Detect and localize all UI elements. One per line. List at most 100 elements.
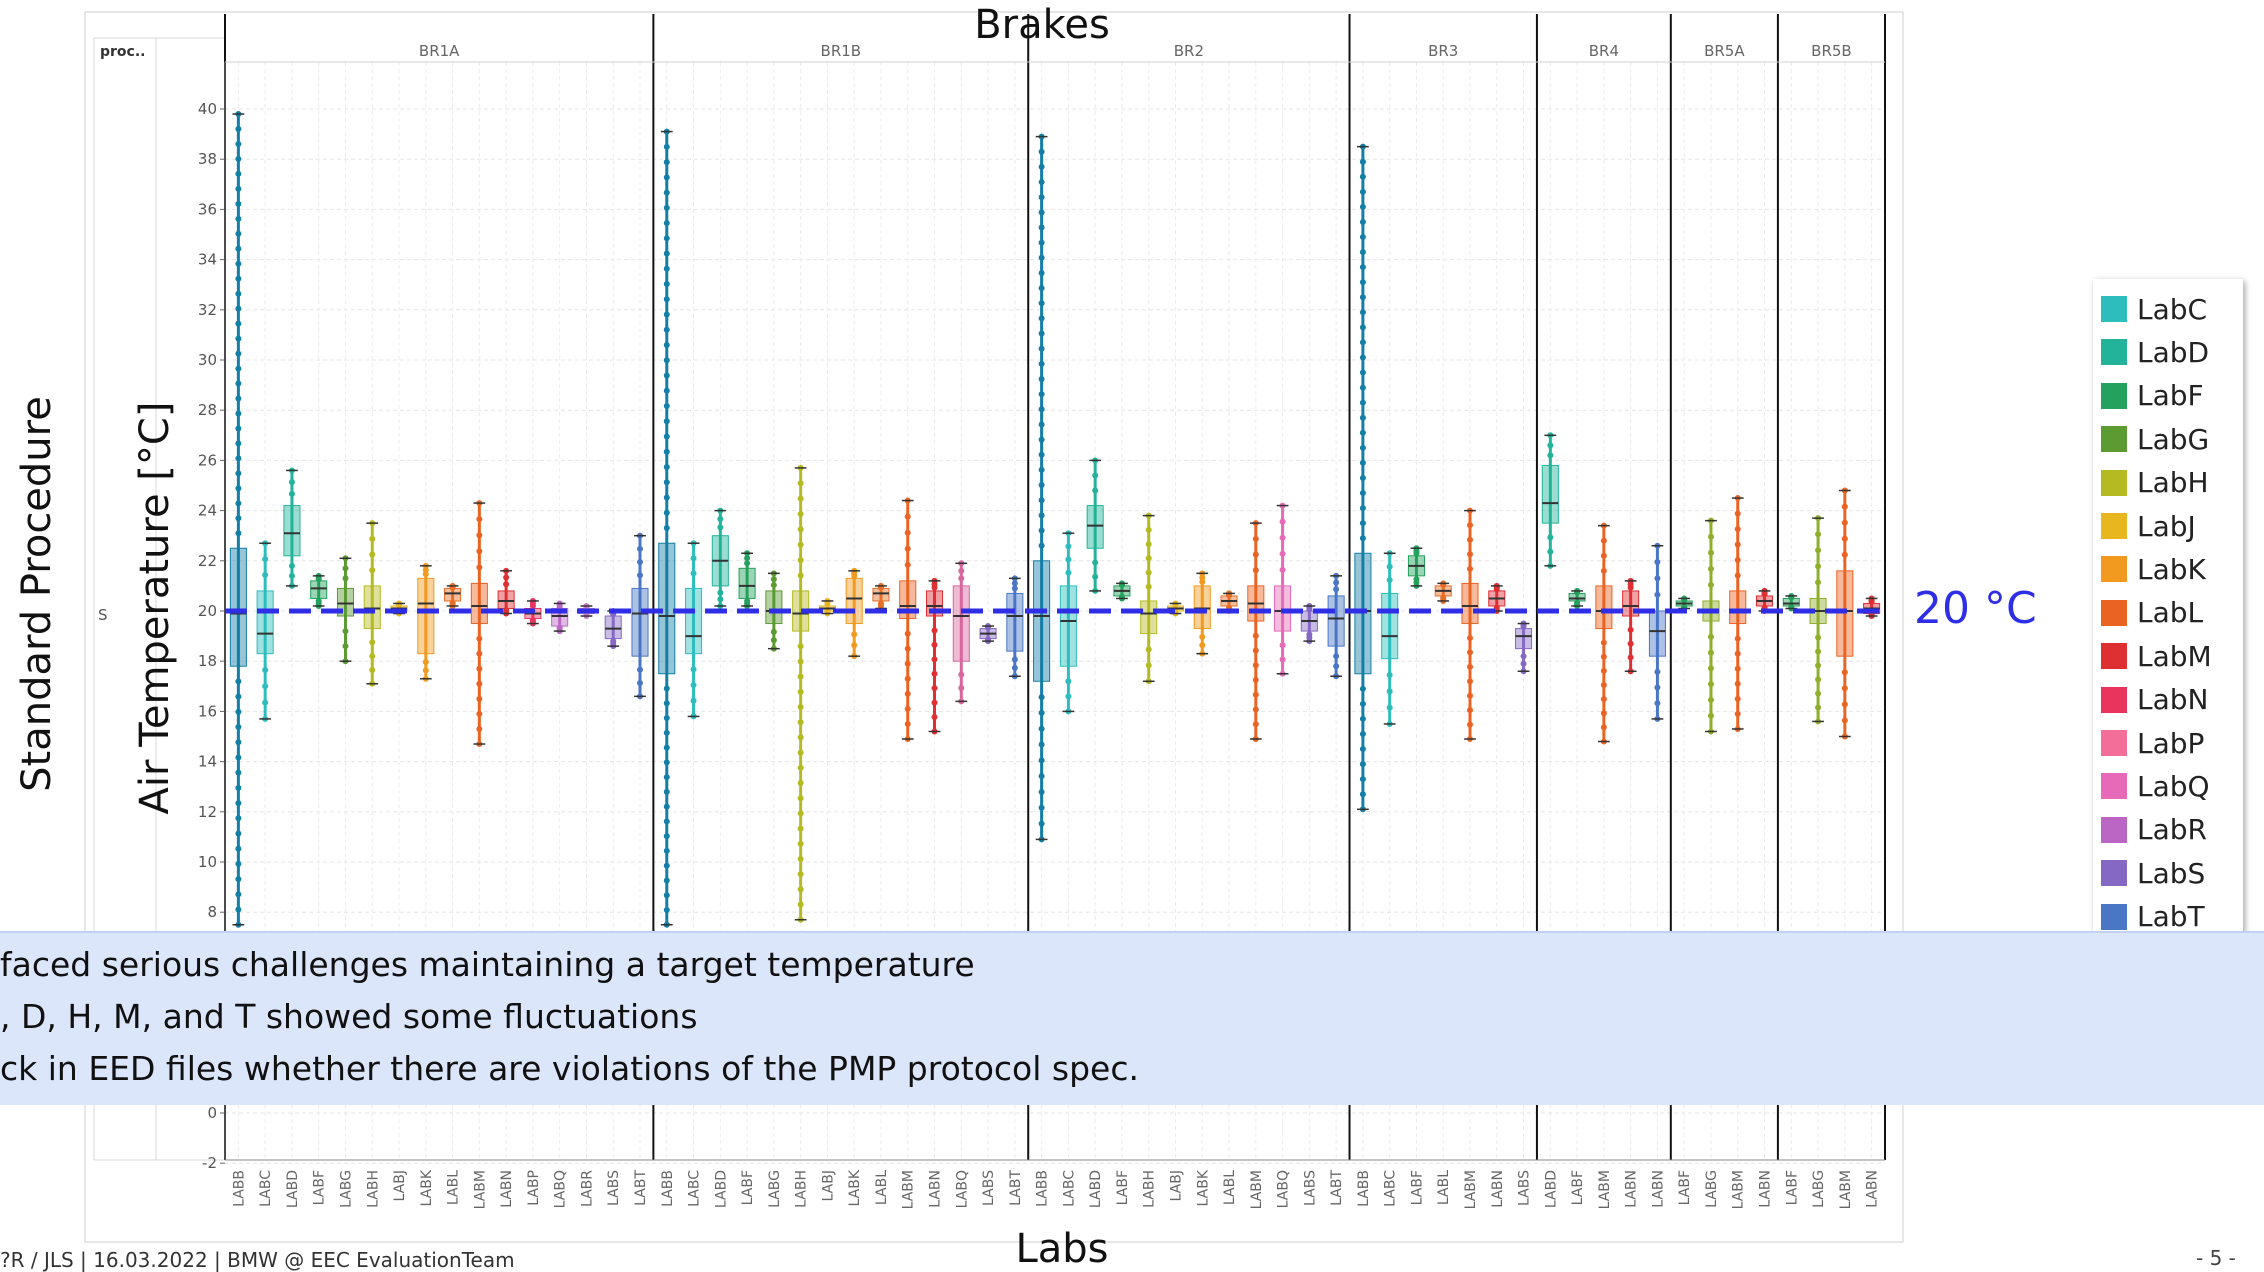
outlier-point bbox=[1092, 472, 1099, 479]
outlier-point bbox=[690, 555, 697, 562]
outlier-point bbox=[1547, 548, 1554, 555]
outlier-point bbox=[1600, 639, 1607, 646]
outlier-point bbox=[503, 574, 510, 581]
outlier-point bbox=[1841, 551, 1848, 558]
x-tick-label: LABJ bbox=[392, 1170, 408, 1201]
outlier-point bbox=[1092, 573, 1099, 580]
y-tick-label: 16 bbox=[198, 702, 217, 720]
outlier-point bbox=[1359, 761, 1366, 768]
outlier-point bbox=[663, 281, 670, 288]
legend-swatch bbox=[2101, 339, 2127, 366]
outlier-point bbox=[1279, 642, 1286, 649]
outlier-point bbox=[1279, 656, 1286, 663]
box-iqr bbox=[1354, 552, 1372, 675]
outlier-point bbox=[663, 685, 670, 692]
page-number: - 5 - bbox=[2196, 1246, 2236, 1270]
outlier-point bbox=[1734, 556, 1741, 563]
outlier-point bbox=[476, 725, 483, 732]
outlier-point bbox=[1359, 279, 1366, 286]
outlier-point bbox=[1841, 519, 1848, 526]
outlier-point bbox=[1199, 633, 1206, 640]
chart-title: Brakes bbox=[974, 2, 1110, 48]
outlier-point bbox=[1038, 804, 1045, 811]
outlier-point bbox=[235, 140, 242, 147]
x-tick-label: LABJ bbox=[820, 1170, 836, 1201]
outlier-point bbox=[1038, 285, 1045, 292]
x-tick-label: LABQ bbox=[954, 1170, 970, 1208]
outlier-point bbox=[744, 555, 751, 562]
outlier-point bbox=[663, 803, 670, 810]
outlier-point bbox=[1011, 585, 1018, 592]
box-iqr bbox=[1327, 595, 1345, 647]
outlier-point bbox=[958, 575, 965, 582]
outlier-point bbox=[1386, 672, 1393, 679]
outlier-point bbox=[663, 159, 670, 166]
outlier-point bbox=[931, 641, 938, 648]
outlier-point bbox=[1038, 421, 1045, 428]
outlier-point bbox=[1815, 547, 1822, 554]
outlier-point bbox=[235, 335, 242, 342]
outlier-point bbox=[1359, 324, 1366, 331]
outlier-point bbox=[797, 764, 804, 771]
legend-swatch bbox=[2101, 469, 2127, 496]
outlier-point bbox=[663, 464, 670, 471]
outlier-point bbox=[690, 697, 697, 704]
outlier-point bbox=[797, 840, 804, 847]
outlier-point bbox=[369, 666, 376, 673]
outlier-point bbox=[663, 220, 670, 227]
outlier-point bbox=[797, 871, 804, 878]
outlier-point bbox=[663, 774, 670, 781]
outlier-point bbox=[744, 560, 751, 567]
reference-line-label: 20 °C bbox=[1914, 583, 2037, 634]
outlier-point bbox=[663, 494, 670, 501]
x-tick-label: LABN bbox=[1865, 1170, 1881, 1208]
outlier-point bbox=[1815, 662, 1822, 669]
outlier-point bbox=[1038, 451, 1045, 458]
outlier-point bbox=[1359, 746, 1366, 753]
box-iqr bbox=[283, 505, 301, 557]
outlier-point bbox=[1011, 656, 1018, 663]
outlier-point bbox=[1359, 158, 1366, 165]
x-tick-label: LABT bbox=[633, 1170, 649, 1206]
outlier-point bbox=[1359, 414, 1366, 421]
box-iqr bbox=[1381, 592, 1399, 660]
outlier-point bbox=[1600, 537, 1607, 544]
outlier-point bbox=[663, 788, 670, 795]
facet-label: BR1B bbox=[821, 42, 862, 60]
outlier-point bbox=[1038, 820, 1045, 827]
outlier-point bbox=[1333, 579, 1340, 586]
outlier-point bbox=[1707, 533, 1714, 540]
outlier-point bbox=[797, 704, 804, 711]
legend-item: LabQ bbox=[2101, 766, 2210, 806]
outlier-point bbox=[717, 596, 724, 603]
outlier-point bbox=[1359, 234, 1366, 241]
outlier-point bbox=[1627, 626, 1634, 633]
outlier-point bbox=[342, 575, 349, 582]
outlier-point bbox=[235, 275, 242, 282]
outlier-point bbox=[797, 825, 804, 832]
outlier-point bbox=[851, 642, 858, 649]
outlier-point bbox=[1467, 634, 1473, 641]
outlier-point bbox=[1065, 678, 1072, 685]
outlier-point bbox=[1707, 565, 1714, 572]
y-tick-label: 30 bbox=[198, 351, 217, 369]
x-tick-label: LABB bbox=[231, 1170, 247, 1207]
outlier-point bbox=[235, 230, 242, 237]
outlier-point bbox=[1038, 757, 1045, 764]
legend-swatch bbox=[2101, 730, 2127, 756]
box-iqr bbox=[738, 567, 756, 599]
outlier-point bbox=[1359, 505, 1366, 512]
y-tick-label: 32 bbox=[198, 301, 217, 319]
x-tick-label: LABK bbox=[419, 1169, 435, 1206]
outlier-point bbox=[476, 635, 483, 642]
outlier-point bbox=[663, 833, 670, 840]
facet-label: BR4 bbox=[1589, 42, 1619, 60]
outlier-point bbox=[1145, 526, 1152, 533]
outlier-point bbox=[797, 749, 804, 756]
outlier-point bbox=[1359, 218, 1366, 225]
outlier-point bbox=[1038, 148, 1045, 155]
outlier-point bbox=[717, 524, 724, 531]
x-tick-label: LABQ bbox=[1276, 1170, 1292, 1208]
box-iqr bbox=[1648, 610, 1666, 657]
y-tick-label: 24 bbox=[198, 502, 217, 520]
